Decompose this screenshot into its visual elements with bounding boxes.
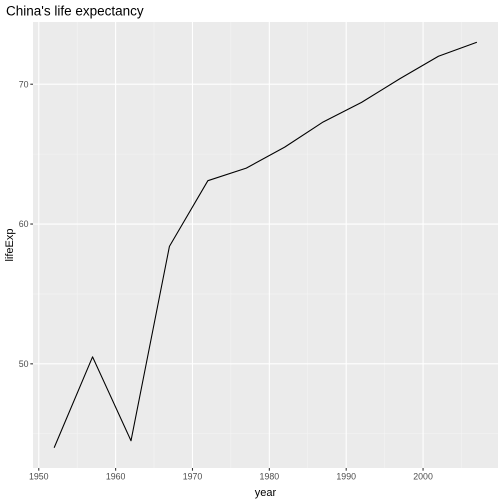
y-tick-label: 50	[19, 359, 29, 369]
x-axis: 1950 1960 1970 1980 1990 2000	[29, 468, 433, 482]
x-tick-label: 1960	[106, 472, 126, 482]
series-layer	[53, 41, 478, 448]
x-tick-label: 1980	[260, 472, 280, 482]
x-tick-label: 2000	[413, 472, 433, 482]
series-line	[53, 41, 478, 448]
y-axis-title: lifeExp	[4, 228, 16, 261]
chart-title: China's life expectancy	[6, 4, 144, 19]
y-axis: 50 60 70	[19, 79, 33, 369]
x-tick-label: 1990	[336, 472, 356, 482]
y-tick-label: 70	[19, 79, 29, 89]
minor-grid	[33, 22, 498, 468]
x-axis-title: year	[255, 487, 277, 499]
plot-panel	[33, 22, 498, 468]
x-tick-label: 1950	[29, 472, 49, 482]
y-tick-label: 60	[19, 219, 29, 229]
major-grid	[33, 22, 498, 468]
x-tick-label: 1970	[183, 472, 203, 482]
